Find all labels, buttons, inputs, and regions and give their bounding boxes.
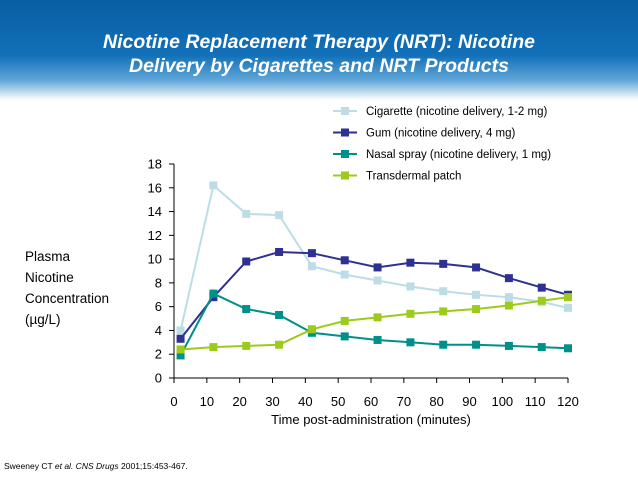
citation-details: 2001;15:453-467. [118, 461, 188, 471]
y-axis-label-line: (µg/L) [25, 312, 61, 327]
data-point [176, 326, 185, 335]
y-axis-label: Plasma Nicotine Concentration (µg/L) [25, 246, 109, 330]
x-tick-label: 90 [462, 394, 476, 409]
data-point [406, 258, 415, 267]
data-point [209, 289, 218, 298]
data-point [406, 338, 415, 347]
data-point [340, 270, 349, 279]
data-point [504, 301, 513, 310]
data-point [176, 345, 185, 354]
data-point [472, 263, 481, 272]
data-point [307, 249, 316, 258]
citation-etal: et al. [54, 461, 74, 471]
x-tick-label: 60 [364, 394, 378, 409]
title-banner [0, 0, 638, 100]
data-point [564, 293, 572, 302]
x-tick-label: 70 [397, 394, 411, 409]
y-axis-label-line: Concentration [25, 291, 110, 306]
data-point [373, 263, 382, 272]
data-point [472, 305, 481, 314]
data-point [275, 310, 284, 319]
y-tick-label: 16 [148, 180, 162, 195]
data-point [176, 351, 185, 360]
data-point [537, 343, 546, 352]
legend-label: Cigarette (nicotine delivery, 1-2 mg) [366, 106, 547, 118]
data-point [504, 274, 513, 283]
legend-marker [341, 150, 349, 158]
data-point [275, 247, 284, 256]
data-point [373, 335, 382, 344]
data-point [406, 282, 415, 291]
data-point [275, 340, 284, 349]
y-axis-label-line: Nicotine [25, 270, 74, 285]
y-tick-label: 6 [155, 299, 162, 314]
data-point [340, 256, 349, 265]
data-point [340, 332, 349, 341]
x-tick-label: 110 [525, 394, 546, 409]
y-tick-label: 4 [155, 323, 162, 338]
data-point [564, 303, 572, 312]
x-tick-label: 30 [265, 394, 279, 409]
data-point [537, 296, 546, 305]
title-line-1: Nicotine Replacement Therapy (NRT): Nico… [103, 31, 535, 53]
x-tick-label: 40 [298, 394, 312, 409]
legend-marker [341, 107, 349, 115]
data-point [242, 209, 251, 218]
y-axis-label-line: Plasma [25, 249, 71, 264]
data-point [472, 340, 481, 349]
x-tick-label: 10 [200, 394, 214, 409]
citation-authors: Sweeney CT [4, 461, 55, 471]
legend-label: Nasal spray (nicotine delivery, 1 mg) [366, 149, 551, 161]
data-point [504, 341, 513, 350]
y-tick-label: 18 [148, 157, 162, 172]
data-point [242, 341, 251, 350]
title-line-2: Delivery by Cigarettes and NRT Products [128, 55, 509, 77]
data-point [209, 343, 218, 352]
data-point [373, 276, 382, 285]
x-axis-label: Time post-administration (minutes) [271, 412, 471, 427]
x-tick-label: 50 [331, 394, 345, 409]
data-point [472, 290, 481, 299]
citation-journal: CNS Drugs [73, 461, 119, 471]
data-point [275, 211, 284, 220]
x-tick-label: 0 [170, 394, 177, 409]
data-point [242, 305, 251, 314]
x-tick-label: 100 [491, 394, 513, 409]
data-point [340, 316, 349, 325]
y-tick-label: 0 [155, 371, 162, 386]
legend-label: Gum (nicotine delivery, 4 mg) [366, 128, 516, 140]
y-tick-label: 12 [148, 228, 162, 243]
x-tick-label: 120 [557, 394, 579, 409]
y-tick-label: 2 [155, 347, 162, 362]
data-point [373, 313, 382, 322]
y-tick-label: 10 [148, 252, 162, 267]
data-point [439, 287, 448, 296]
data-point [176, 334, 185, 343]
data-point [537, 283, 546, 292]
legend-marker [341, 171, 349, 180]
data-point [439, 259, 448, 268]
chart-title: Nicotine Replacement Therapy (NRT): Nico… [0, 30, 638, 78]
y-tick-label: 8 [155, 275, 162, 290]
data-point [307, 325, 316, 334]
legend-marker [341, 128, 349, 137]
data-point [439, 307, 448, 316]
data-point [406, 309, 415, 318]
x-tick-label: 20 [232, 394, 246, 409]
x-tick-label: 80 [429, 394, 443, 409]
data-point [307, 262, 316, 271]
y-tick-label: 14 [148, 204, 162, 219]
legend-label: Transdermal patch [366, 171, 461, 183]
data-point [439, 340, 448, 349]
data-point [504, 293, 513, 302]
data-point [242, 257, 251, 266]
data-point [564, 344, 572, 353]
citation: Sweeney CT et al. CNS Drugs 2001;15:453-… [4, 461, 188, 471]
data-point [209, 181, 218, 190]
